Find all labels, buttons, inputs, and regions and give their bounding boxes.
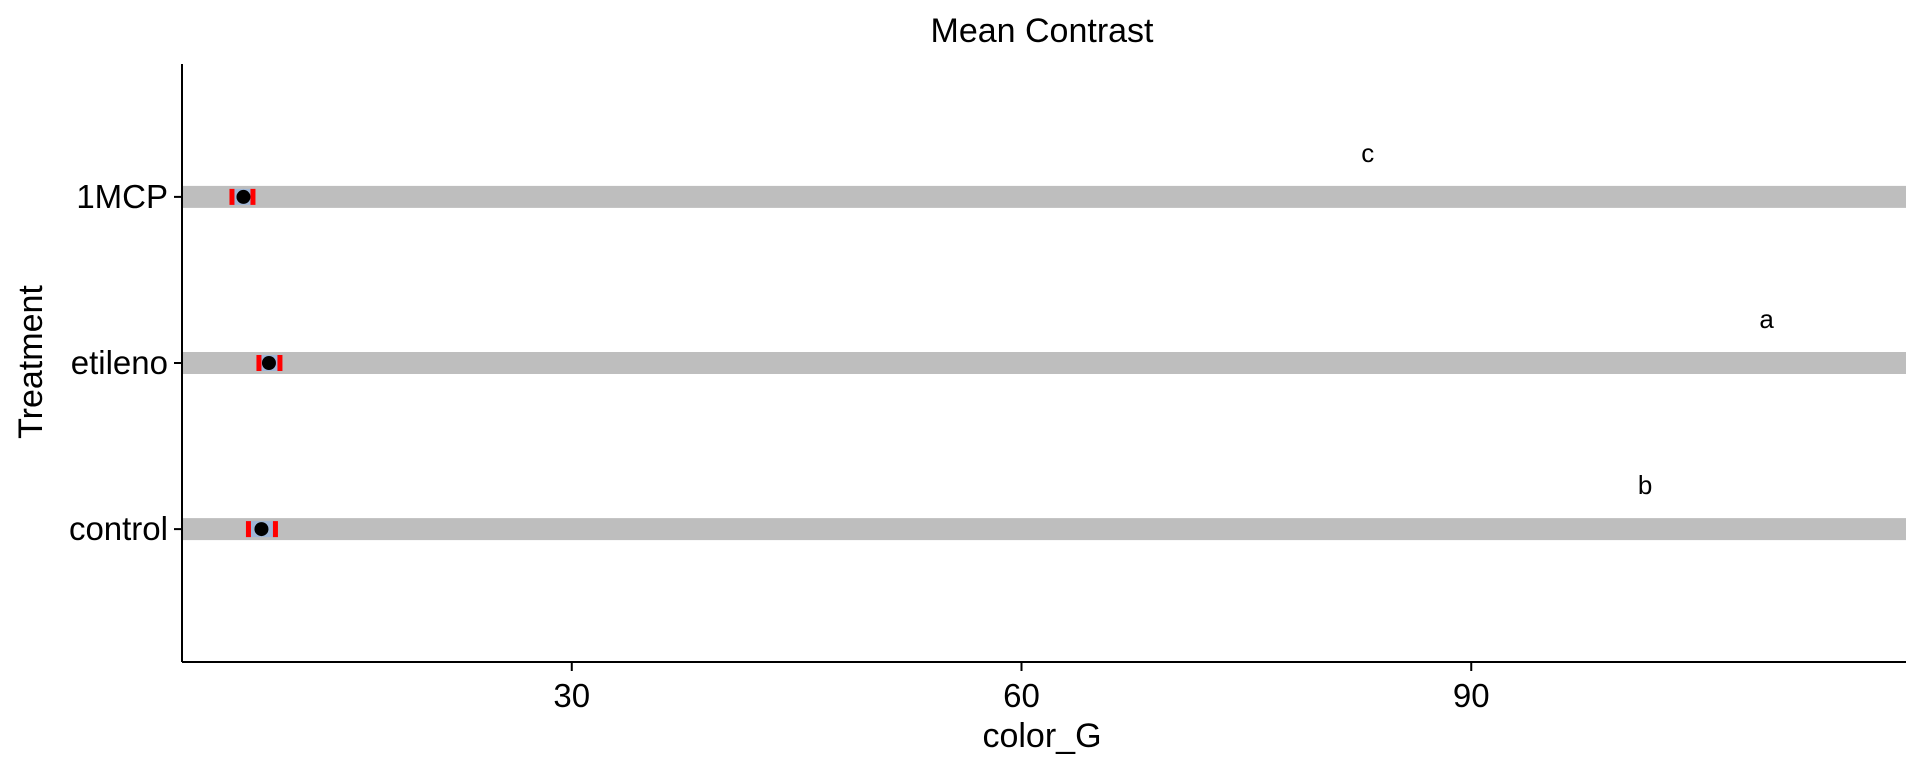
ci-low-etileno xyxy=(256,355,262,371)
bar-etileno xyxy=(182,352,1906,374)
ci-high-etileno xyxy=(277,355,283,371)
y-tick-label-control: control xyxy=(69,510,168,547)
group-letter-etileno: a xyxy=(1759,304,1774,334)
ci-low-1mcp xyxy=(229,188,235,205)
group-letter-1mcp: c xyxy=(1361,138,1374,168)
ci-low-control xyxy=(245,521,251,538)
group-letter-control: b xyxy=(1638,470,1652,500)
y-tick-label-1mcp: 1MCP xyxy=(76,178,168,215)
x-tick-label-60: 60 xyxy=(1003,677,1040,714)
ci-high-control xyxy=(272,521,278,538)
y-tick-label-etileno: etileno xyxy=(71,344,168,381)
y-axis-title: Treatment xyxy=(12,285,50,439)
mean-point-1mcp xyxy=(236,189,251,204)
ci-high-1mcp xyxy=(250,188,256,205)
bar-1mcp xyxy=(182,185,1906,208)
mean-point-etileno xyxy=(261,356,276,370)
chart-title: Mean Contrast xyxy=(931,12,1155,50)
plot-area: control etileno 1MCP 30 60 90 c a b xyxy=(69,64,1906,714)
x-tick-label-90: 90 xyxy=(1453,677,1490,714)
x-tick-label-30: 30 xyxy=(553,677,590,714)
x-axis-title: color_G xyxy=(982,717,1101,755)
mean-point-control xyxy=(254,522,269,537)
bar-control xyxy=(182,518,1906,541)
